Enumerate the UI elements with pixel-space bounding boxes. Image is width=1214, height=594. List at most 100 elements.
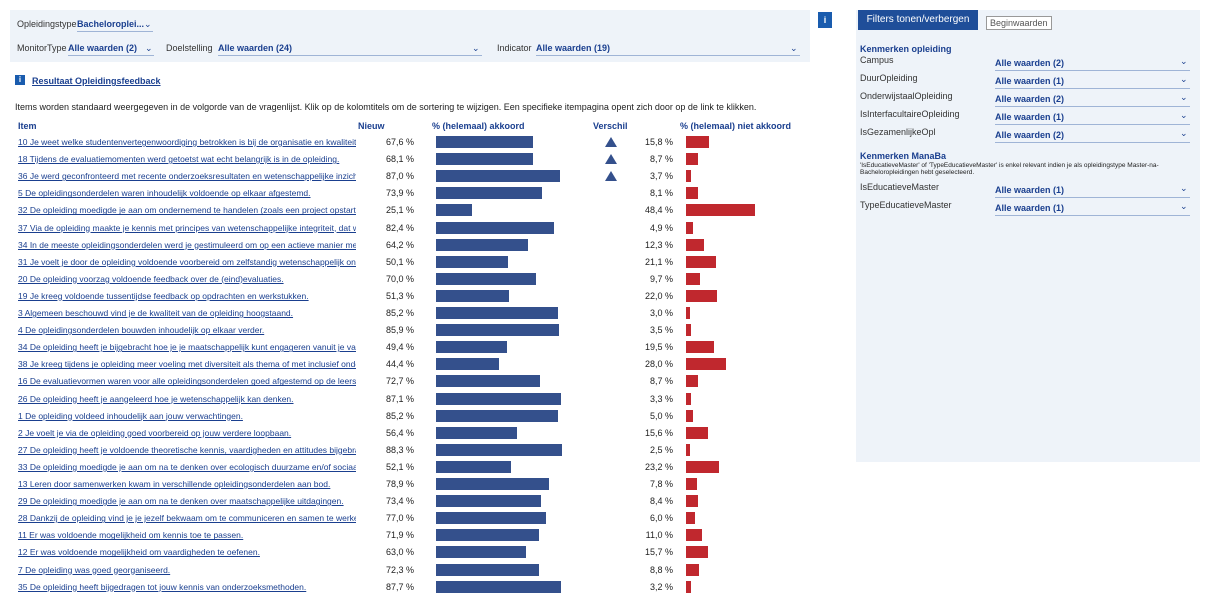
filter-value[interactable]: Alle waarden (2) [995, 94, 1065, 104]
filter-underline [995, 106, 1190, 107]
item-link[interactable]: 33 De opleiding moedigde je aan om na te… [18, 461, 356, 472]
column-header[interactable]: % (helemaal) niet akkoord [680, 121, 792, 131]
item-link[interactable]: 2 Je voelt je via de opleiding goed voor… [18, 427, 292, 438]
dropdown-chevron[interactable]: ⌄ [1180, 92, 1188, 102]
filter-value[interactable]: Alle waarden (19) [536, 43, 611, 53]
reset-button[interactable]: Beginwaarden [986, 16, 1052, 30]
dropdown-chevron[interactable]: ⌄ [1180, 183, 1188, 193]
item-link[interactable]: 38 Je kreeg tijdens je opleiding meer vo… [18, 359, 356, 370]
column-header[interactable]: Nieuw [358, 121, 385, 131]
filter-underline [995, 124, 1190, 125]
section-title: Kenmerken ManaBa [860, 151, 947, 161]
dropdown-chevron[interactable]: ⌄ [1180, 110, 1188, 120]
filter-value[interactable]: Bacheloroplei... [77, 19, 145, 29]
item-link[interactable]: 35 De opleiding heeft bijgedragen tot jo… [18, 581, 307, 592]
filter-underline [995, 88, 1190, 89]
dropdown-chevron[interactable]: ⌄ [1180, 128, 1188, 138]
filter-underline [995, 142, 1190, 143]
item-link[interactable]: 3 Algemeen beschouwd vind je de kwalitei… [18, 308, 294, 318]
filter-value[interactable]: Alle waarden (1) [995, 185, 1065, 195]
info-button[interactable]: i [818, 12, 832, 28]
item-link[interactable]: 13 Leren door samenwerken kwam in versch… [18, 479, 331, 489]
item-link[interactable]: 11 Er was voldoende mogelijkheid om kenn… [18, 530, 244, 541]
filter-label: IsGezamenlijkeOpl [860, 127, 936, 137]
item-link[interactable]: 12 Er was voldoende mogelijkheid om vaar… [18, 547, 260, 558]
item-link[interactable]: 34 De opleiding heeft je bijgebracht hoe… [18, 342, 356, 353]
column-header[interactable]: % (helemaal) akkoord [432, 121, 525, 131]
filter-underline [995, 70, 1190, 71]
item-link[interactable]: 27 De opleiding heeft je voldoende theor… [18, 444, 356, 455]
dropdown-chevron[interactable]: ⌄ [472, 43, 480, 53]
disagree-bar [686, 204, 756, 217]
dropdown-chevron[interactable]: ⌄ [790, 43, 798, 53]
item-link[interactable]: 26 De opleiding heeft je aangeleerd hoe … [18, 393, 294, 404]
item-link[interactable]: 32 De opleiding moedigde je aan om onder… [18, 205, 356, 216]
item-link[interactable]: 19 Je kreeg voldoende tussentijdse feedb… [18, 290, 309, 301]
filter-underline [995, 215, 1190, 216]
filter-label: Campus [860, 55, 894, 65]
item-link[interactable]: 5 De opleidingsonderdelen waren inhoudel… [18, 188, 311, 199]
item-link[interactable]: 28 Dankzij de opleiding vind je je jezel… [18, 513, 356, 524]
agree-label: 49,4 % [385, 342, 414, 353]
toggle-button[interactable]: Filters tonen/verbergen [858, 10, 978, 30]
disagree-bar [686, 443, 690, 456]
filter-label: Opleidingstype [17, 19, 77, 29]
item-link[interactable]: 7 De opleiding was goed georganiseerd. [18, 564, 171, 575]
agree-label: 87,7 % [385, 581, 414, 592]
filter-value[interactable]: Alle waarden (1) [995, 76, 1065, 86]
filter-value[interactable]: Alle waarden (2) [995, 130, 1065, 140]
column-header[interactable]: Item [18, 121, 37, 131]
agree-label: 85,2 % [385, 410, 414, 421]
item-link[interactable]: 34 In de meeste opleidingsonderdelen wer… [18, 239, 356, 250]
filter-value[interactable]: Alle waarden (1) [995, 112, 1065, 122]
item-link[interactable]: 16 De evaluatievormen waren voor alle op… [18, 376, 356, 387]
item-link[interactable]: 29 De opleiding moedigde je aan om na te… [18, 496, 344, 507]
agree-bar [436, 341, 507, 354]
dropdown-chevron[interactable]: ⌄ [1180, 201, 1188, 211]
agree-label: 85,9 % [385, 325, 414, 336]
report-title[interactable]: Resultaat Opleidingsfeedback [32, 76, 161, 86]
filter-label: Doelstelling [166, 43, 213, 53]
disagree-bar [686, 426, 709, 439]
item-link[interactable]: 18 Tijdens de evaluatiemomenten werd get… [18, 154, 340, 165]
disagree-bar [686, 460, 720, 473]
column-header[interactable]: Verschil [593, 121, 628, 131]
filter-value[interactable]: Alle waarden (1) [995, 203, 1065, 213]
item-link[interactable]: 20 De opleiding voorzag voldoende feedba… [18, 273, 284, 284]
disagree-bar [686, 392, 691, 405]
agree-bar [436, 478, 549, 490]
agree-label: 67,6 % [385, 137, 414, 147]
agree-label: 88,3 % [385, 444, 414, 455]
disagree-label: 21,1 % [644, 256, 673, 267]
agree-bar [436, 495, 541, 508]
agree-bar [436, 204, 472, 217]
agree-label: 70,0 % [385, 273, 414, 284]
agree-bar [436, 221, 554, 234]
agree-bar [436, 529, 539, 542]
item-link[interactable]: 10 Je weet welke studentenvertegenwoordi… [18, 137, 356, 147]
disagree-label: 3,3 % [649, 393, 673, 404]
dropdown-chevron[interactable]: ⌄ [144, 19, 152, 29]
filter-value[interactable]: Alle waarden (24) [218, 43, 293, 53]
disagree-bar [686, 375, 699, 388]
disagree-label: 5,0 % [649, 410, 673, 421]
item-link[interactable]: 31 Je voelt je door de opleiding voldoen… [18, 256, 356, 267]
item-link[interactable]: 36 Je werd geconfronteerd met recente on… [18, 171, 356, 182]
disagree-label: 9,7 % [649, 273, 673, 284]
dropdown-chevron[interactable]: ⌄ [1180, 56, 1188, 66]
item-link[interactable]: 37 Via de opleiding maakte je kennis met… [18, 222, 356, 233]
agree-bar [436, 409, 558, 422]
agree-bar [436, 375, 540, 388]
filter-value[interactable]: Alle waarden (2) [995, 58, 1065, 68]
agree-bar [436, 460, 511, 473]
dropdown-chevron[interactable]: ⌄ [1180, 74, 1188, 84]
item-link[interactable]: 4 De opleidingsonderdelen bouwden inhoud… [18, 325, 265, 336]
disagree-bar [686, 358, 727, 371]
dropdown-chevron[interactable]: ⌄ [145, 43, 153, 53]
agree-label: 85,2 % [385, 308, 414, 318]
filter-value[interactable]: Alle waarden (2) [68, 43, 138, 53]
disagree-label: 48,4 % [644, 205, 673, 216]
agree-label: 44,4 % [385, 359, 414, 370]
item-link[interactable]: 1 De opleiding voldeed inhoudelijk aan j… [18, 410, 243, 421]
